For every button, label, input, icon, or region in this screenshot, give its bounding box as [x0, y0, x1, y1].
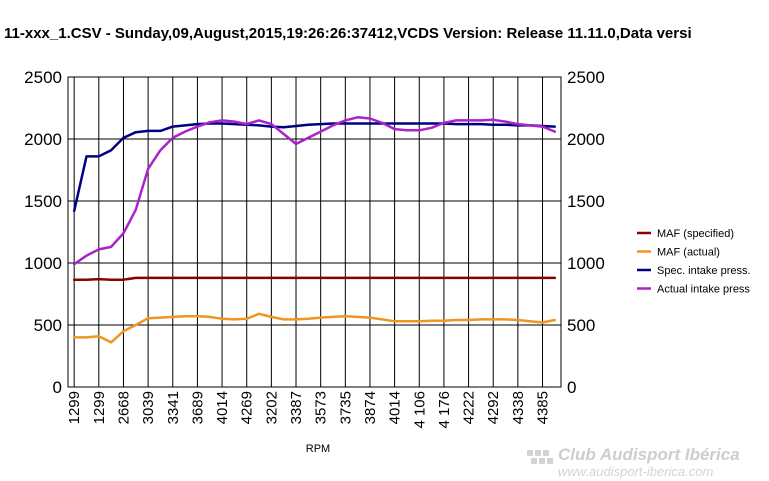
x-tick-label: 3573 — [313, 391, 330, 424]
x-tick-label: 3039 — [140, 391, 157, 424]
x-tick-label: 4385 — [535, 391, 552, 424]
y2-tick-label: 1000 — [567, 254, 605, 273]
series-line-actual-intake-press — [72, 116, 557, 266]
x-axis-label: RPM — [306, 443, 330, 455]
y2-tick-label: 1500 — [567, 192, 605, 211]
x-tick-label: 4269 — [239, 391, 256, 424]
y2-tick-label: 2000 — [567, 130, 605, 149]
x-tick-label: 3874 — [362, 391, 379, 424]
x-tick-label: 4014 — [387, 391, 404, 424]
y2-tick-label: 0 — [567, 378, 576, 397]
watermark-name: Club Audisport Ibérica — [558, 445, 740, 464]
y2-tick-label: 500 — [567, 316, 595, 335]
x-tick-label: 4 106 — [411, 391, 428, 429]
y-tick-label: 2000 — [24, 130, 62, 149]
legend-label-maf-specified: MAF (specified) — [657, 228, 734, 240]
x-tick-label: 3735 — [337, 391, 354, 424]
series-lines — [72, 116, 557, 344]
series-line-maf-specified — [72, 276, 557, 281]
y-axis-left-ticks: 0 500 1000 1500 2000 2500 — [24, 68, 62, 397]
series-line-spec-intake-press — [72, 122, 557, 213]
x-tick-label: 4292 — [485, 391, 502, 424]
y-tick-label: 0 — [53, 378, 62, 397]
watermark-logo-icon — [527, 450, 553, 464]
x-tick-label: 3341 — [165, 391, 182, 424]
y-tick-label: 2500 — [24, 68, 62, 87]
x-tick-label: 4014 — [214, 391, 231, 424]
y2-tick-label: 2500 — [567, 68, 605, 87]
x-tick-label: 4 176 — [436, 391, 453, 429]
x-tick-label: 2668 — [115, 391, 132, 424]
plot-area — [67, 76, 562, 388]
legend-label-actual-intake-press: Actual intake press — [657, 284, 750, 296]
watermark: Club Audisport Ibérica www.audisport-ibe… — [527, 445, 740, 479]
y-tick-label: 1000 — [24, 254, 62, 273]
x-tick-label: 4338 — [510, 391, 527, 424]
vertical-gridlines — [73, 77, 544, 387]
x-tick-label: 4222 — [461, 391, 478, 424]
watermark-url: www.audisport-iberica.com — [558, 464, 714, 479]
x-tick-label: 3689 — [189, 391, 206, 424]
chart-title: 11-xxx_1.CSV - Sunday,09,August,2015,19:… — [4, 25, 692, 42]
x-tick-label: 1299 — [91, 391, 108, 424]
legend: MAF (specified) MAF (actual) Spec. intake … — [637, 228, 751, 296]
x-tick-label: 3202 — [263, 391, 280, 424]
x-tick-label: 3387 — [288, 391, 305, 424]
x-axis-ticks: 1299 1299 2668 3039 3341 3689 4014 4269 3202 3387… — [66, 391, 551, 429]
legend-label-spec-intake-press: Spec. intake press. — [657, 265, 751, 277]
y-tick-label: 500 — [34, 316, 62, 335]
y-axis-right-ticks: 0 500 1000 1500 2000 2500 — [567, 68, 605, 397]
legend-label-maf-actual: MAF (actual) — [657, 247, 720, 259]
series-line-maf-actual — [72, 312, 557, 344]
x-tick-label: 1299 — [66, 391, 83, 424]
y-tick-label: 1500 — [24, 192, 62, 211]
